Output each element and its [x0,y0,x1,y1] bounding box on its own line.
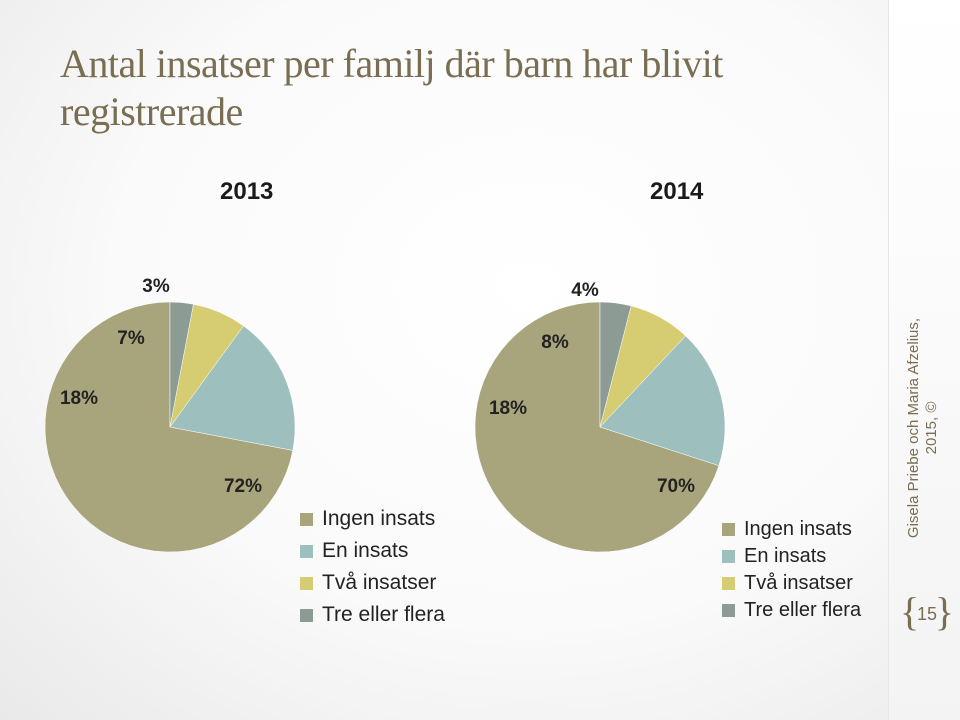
legend-item: Tre eller flera [300,599,445,631]
slide-number-text: 15 [916,604,938,624]
pie-chart-2014 [474,301,726,553]
legend-swatch-tva-insatser [300,576,313,590]
data-label: 8% [541,332,569,353]
legend-label: Två insatser [322,571,437,594]
legend-label: En insats [744,545,827,567]
pie-slice-en-insats [599,335,726,466]
pie-slice-tre-eller-flera [169,301,194,428]
left-brace-icon: { [900,589,920,634]
legend-label: Tre eller flera [744,599,862,621]
legend-swatch-ingen-insats [722,523,735,536]
author-credit: Gisela Priebe och Maria Afzelius, 2015, … [905,317,940,539]
legend-item: Två insatser [300,567,445,599]
legend-item: Två insatser [722,570,861,597]
legend-item: Ingen insats [722,516,861,543]
chart-title-2013: 2013 [220,178,274,205]
legend-label: Ingen insats [322,507,436,530]
data-label: 70% [657,476,695,497]
legend-2014: Ingen insats En insats Två insatser Tre … [722,516,861,624]
legend-swatch-tva-insatser [722,577,735,590]
pie-slice-ingen-insats [474,301,720,553]
legend-swatch-tre-eller-flera [722,604,735,617]
chart-title-2014: 2014 [650,178,704,205]
legend-swatch-en-insats [300,544,313,558]
pie-slice-ingen-insats [44,301,294,553]
legend-item: En insats [722,543,861,570]
data-label: 72% [224,476,262,497]
data-label: 3% [142,276,170,297]
legend-2013: Ingen insats En insats Två insatser Tre … [300,503,445,631]
data-label: 18% [60,388,98,409]
legend-label: En insats [322,539,409,562]
pie-slice-tre-eller-flera [599,301,632,428]
legend-item: Ingen insats [300,503,445,535]
legend-item: En insats [300,535,445,567]
pie-slice-en-insats [169,325,296,451]
data-label: 4% [571,280,599,301]
legend-swatch-ingen-insats [300,512,313,526]
slide-number: { 15 } [898,590,956,638]
legend-label: Tre eller flera [322,603,445,626]
data-label: 18% [489,398,527,419]
legend-swatch-en-insats [722,550,735,563]
pie-chart-2013 [44,301,296,553]
right-brace-icon: } [934,589,954,634]
legend-label: Ingen insats [744,518,852,540]
legend-swatch-tre-eller-flera [300,608,313,622]
data-label: 7% [117,328,145,349]
legend-item: Tre eller flera [722,597,861,624]
slide-title: Antal insatser per familj där barn har b… [60,41,723,134]
legend-label: Två insatser [744,572,853,594]
pie-charts: 72% 18% 7% 3% 70% 18% 8% 4% [44,276,726,553]
sidebar-panel [888,0,960,720]
